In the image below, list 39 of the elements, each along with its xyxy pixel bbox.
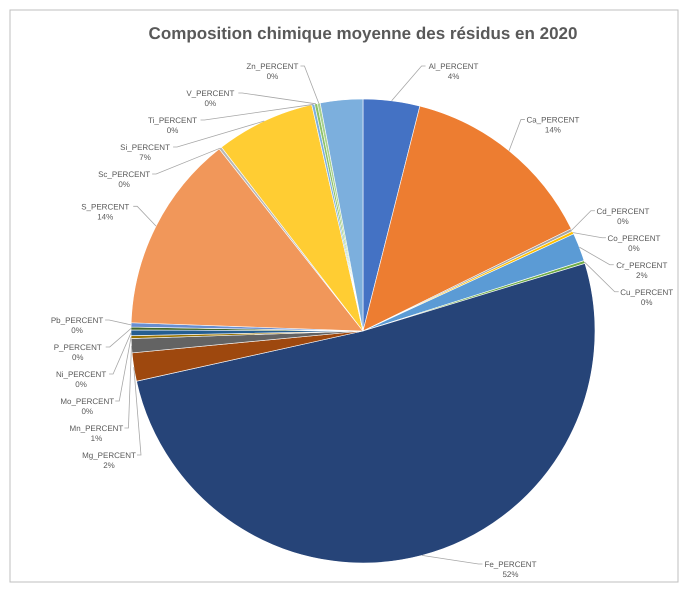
data-label: 0% (118, 180, 130, 189)
data-label: 0% (617, 216, 629, 226)
data-label: 14% (97, 212, 114, 222)
data-label: 0% (266, 72, 278, 81)
slice-label: Fe_PERCENT (484, 560, 537, 569)
slice-label: Cr_PERCENT (616, 260, 668, 270)
data-label: 0% (640, 298, 652, 307)
data-label: 52% (502, 570, 518, 579)
slice-label: Cu_PERCENT (620, 288, 674, 297)
data-label: 14% (544, 126, 561, 135)
slice-label: Pb_PERCENT (50, 316, 104, 325)
data-label: 4% (448, 72, 460, 81)
slice-label: Mg_PERCENT (82, 450, 136, 460)
data-label: 2% (103, 460, 115, 470)
slice-label: Co_PERCENT (608, 234, 661, 243)
data-label: 0% (166, 126, 178, 135)
data-label: 0% (71, 326, 83, 335)
slice-label: Cd_PERCENT (596, 206, 650, 216)
data-label: 0% (628, 244, 640, 253)
slice-label: S_PERCENT (81, 202, 130, 212)
data-label: 0% (72, 352, 84, 362)
data-label: 1% (90, 434, 102, 443)
slice-label: P_PERCENT (54, 342, 102, 352)
slice-label: Mn_PERCENT (70, 424, 124, 433)
chart-title: Composition chimique moyenne des résidus en 2020 (148, 24, 578, 43)
data-label: 7% (139, 153, 151, 162)
slice-label: Ca_PERCENT (526, 116, 580, 125)
slice-label: V_PERCENT (186, 89, 234, 98)
slice-label: Si_PERCENT (120, 143, 170, 152)
slice-label: Al_PERCENT (428, 62, 479, 71)
slice-label: Zn_PERCENT (246, 62, 299, 71)
data-label: 2% (636, 270, 648, 280)
slice-label: Sc_PERCENT (98, 170, 150, 179)
slice-label: Ni_PERCENT (56, 370, 106, 379)
data-label: 0% (81, 406, 94, 416)
slice-label: Mo_PERCENT (60, 396, 114, 406)
slice-label: Ti_PERCENT (148, 116, 198, 125)
data-label: 0% (75, 380, 87, 389)
data-label: 0% (204, 99, 216, 108)
